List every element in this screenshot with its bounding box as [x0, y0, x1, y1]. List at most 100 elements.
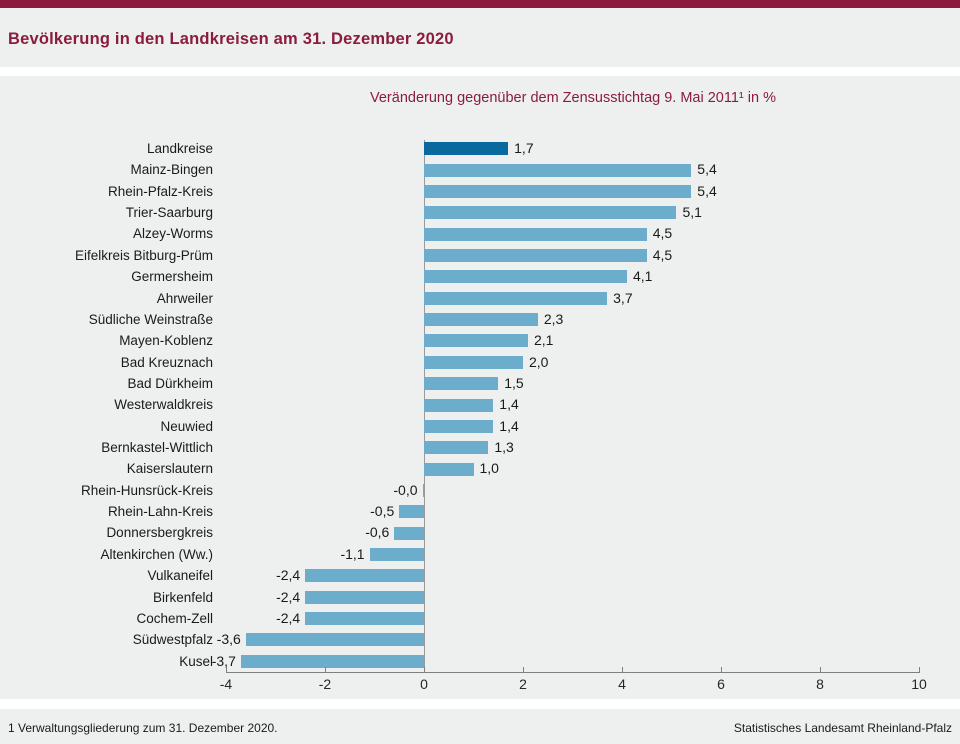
- value-label: 1,0: [479, 460, 499, 477]
- category-label: Ahrweiler: [156, 290, 213, 306]
- bar: [424, 313, 538, 327]
- value-label: 4,1: [632, 268, 653, 285]
- category-label: Birkenfeld: [152, 589, 213, 605]
- x-axis-line: [226, 672, 920, 673]
- bar: [424, 355, 523, 369]
- category-label: Mainz-Bingen: [130, 162, 213, 178]
- x-axis-tick-label: 4: [618, 676, 626, 692]
- x-axis-tick: [721, 667, 722, 672]
- value-label: 1,7: [514, 140, 534, 156]
- value-label: 5,4: [697, 161, 717, 178]
- x-axis-tick: [424, 667, 425, 672]
- category-label: Kusel: [179, 653, 213, 669]
- category-label: Alzey-Worms: [132, 226, 213, 242]
- x-axis-tick-label: -2: [318, 676, 332, 692]
- bar: [424, 270, 627, 284]
- bar: [369, 548, 424, 562]
- x-axis-tick-label: 6: [717, 676, 725, 692]
- category-label: Kaiserslautern: [126, 461, 213, 477]
- category-label: Landkreise: [146, 141, 213, 156]
- category-label: Neuwied: [160, 418, 213, 434]
- value-label: -0,0: [393, 481, 418, 498]
- bar: [424, 291, 608, 305]
- value-label: 5,4: [697, 182, 717, 199]
- value-label: -1,1: [340, 545, 365, 562]
- footnote: 1 Verwaltungsgliederung zum 31. Dezember…: [8, 721, 278, 735]
- bar: [394, 526, 424, 540]
- category-label: Altenkirchen (Ww.): [100, 546, 213, 562]
- value-label: 1,4: [499, 396, 519, 413]
- category-label: Bad Kreuznach: [120, 354, 213, 370]
- value-label: 2,0: [529, 353, 549, 370]
- x-axis-tick-label: 0: [420, 676, 428, 692]
- x-axis-tick: [622, 667, 623, 672]
- footer-separator: [0, 699, 960, 709]
- header-separator: [0, 67, 960, 76]
- bar: [424, 142, 509, 156]
- bar: [424, 206, 677, 220]
- value-label: -3,6: [216, 631, 241, 648]
- x-axis-tick-label: 8: [816, 676, 824, 692]
- category-label: Rhein-Hunsrück-Kreis: [80, 482, 213, 498]
- x-axis-tick: [820, 667, 821, 672]
- category-label: Eifelkreis Bitburg-Prüm: [74, 247, 213, 263]
- x-axis-tick: [523, 667, 524, 672]
- bar: [305, 590, 424, 604]
- value-label: 1,5: [504, 374, 524, 391]
- category-label: Rhein-Pfalz-Kreis: [107, 183, 213, 199]
- bar: [424, 441, 489, 455]
- bar: [240, 654, 424, 668]
- category-label: Cochem-Zell: [136, 610, 213, 626]
- value-label: -2,4: [276, 567, 301, 584]
- category-label: Germersheim: [131, 269, 213, 285]
- value-label: 2,3: [543, 310, 564, 327]
- value-label: -3,7: [211, 652, 236, 669]
- bar: [424, 377, 499, 391]
- page-title: Bevölkerung in den Landkreisen am 31. De…: [8, 30, 454, 48]
- bar: [424, 227, 647, 241]
- x-axis-tick-label: 10: [911, 676, 927, 692]
- category-label: Bernkastel-Wittlich: [101, 440, 213, 456]
- value-label: 4,5: [652, 246, 673, 263]
- x-axis-tick-label: 2: [519, 676, 527, 692]
- bar: [424, 334, 528, 348]
- top-accent-bar: [0, 0, 960, 8]
- category-label: Bad Dürkheim: [127, 375, 213, 391]
- bar: [305, 612, 424, 626]
- value-label: -0,6: [365, 524, 390, 541]
- value-label: -0,5: [370, 503, 395, 520]
- x-axis-tick: [226, 667, 227, 672]
- x-axis-tick-label: -4: [219, 676, 233, 692]
- bar: [424, 462, 474, 476]
- x-axis-tick: [919, 667, 920, 672]
- value-label: -2,4: [276, 609, 301, 626]
- value-label: 4,5: [652, 225, 673, 242]
- chart-subtitle: Veränderung gegenüber dem Zensusstichtag…: [370, 90, 776, 106]
- category-label: Rhein-Lahn-Kreis: [107, 504, 213, 520]
- bar: [422, 483, 424, 497]
- bar: [305, 569, 424, 583]
- category-label: Südliche Weinstraße: [88, 311, 213, 327]
- attribution: Statistisches Landesamt Rheinland-Pfalz: [733, 721, 952, 735]
- value-label: 1,3: [494, 439, 514, 456]
- bar: [424, 398, 494, 412]
- bar: [399, 505, 424, 519]
- value-label: 2,1: [533, 332, 554, 349]
- value-label: -2,4: [276, 588, 301, 605]
- value-label: 5,1: [682, 204, 702, 221]
- value-label: 1,4: [499, 417, 519, 434]
- bar: [424, 184, 692, 198]
- category-label: Trier-Saarburg: [125, 205, 213, 221]
- x-axis-tick: [325, 667, 326, 672]
- bar: [424, 163, 692, 177]
- category-label: Mayen-Koblenz: [119, 333, 213, 349]
- category-label: Vulkaneifel: [147, 568, 213, 584]
- category-label: Südwestpfalz: [132, 632, 213, 648]
- bar: [424, 248, 647, 262]
- category-label: Donnersbergkreis: [106, 525, 213, 541]
- bar: [245, 633, 424, 647]
- category-label: Westerwaldkreis: [114, 397, 213, 413]
- value-label: 3,7: [613, 289, 633, 306]
- bar: [424, 419, 494, 433]
